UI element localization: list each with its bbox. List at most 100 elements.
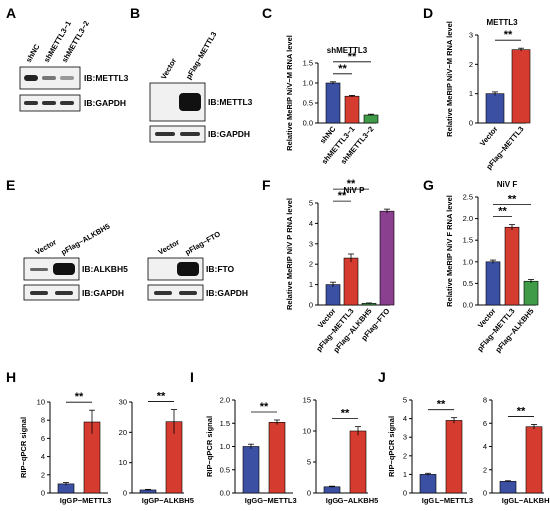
x-tick-label: P−ALKBH5 (154, 496, 194, 505)
significance-label: ** (348, 51, 357, 63)
x-tick-label: P−METTL3 (73, 496, 112, 505)
blot-lane-label: pFlag−ALKBH5 (60, 222, 112, 257)
y-tick-label: 4 (403, 414, 407, 423)
bar (445, 420, 463, 494)
y-tick-label: 1 (403, 470, 407, 479)
blot-lane-label: Vector (157, 237, 181, 256)
panel-label-h: H (6, 369, 16, 385)
bar (523, 280, 539, 306)
blot-lane-label: Vector (159, 57, 178, 81)
blot-band (24, 101, 38, 105)
significance-label: ** (437, 399, 446, 411)
y-tick-label: 30 (119, 398, 127, 407)
blot-lane-label: shNC (24, 42, 42, 64)
x-tick-label: IgG (142, 496, 155, 505)
y-tick-label: 0 (123, 489, 127, 498)
x-tick-label: IgG (502, 496, 515, 505)
chart-i2: 0 5 10 15 IgG G−ALKBH5 ** (303, 396, 379, 506)
y-axis-label: Relative MeRIP NiV F RNA level (445, 195, 454, 307)
bar (525, 426, 543, 494)
significance-label: ** (260, 401, 269, 413)
blot-band (30, 268, 48, 271)
y-tick-label: 2.5 (463, 193, 473, 202)
y-tick-label: 0.0 (463, 301, 473, 310)
blot-band (42, 101, 56, 105)
bar (242, 446, 260, 494)
y-tick-label: 2 (41, 470, 45, 479)
y-tick-label: 20 (119, 428, 127, 437)
bar (504, 226, 520, 306)
bar (511, 49, 531, 124)
panel-label-i: I (190, 369, 194, 385)
blot-band (60, 101, 74, 105)
blot-band (53, 263, 75, 275)
x-tick-label: G−ALKBH5 (338, 496, 379, 505)
bar (379, 210, 395, 306)
panel-label-d: D (423, 5, 433, 21)
y-axis-label: Relative MeRIP NiV−M RNA level (445, 21, 454, 137)
bar (485, 261, 501, 306)
blot-band (55, 291, 73, 295)
bar (268, 422, 286, 494)
chart-title: METTL3 (486, 18, 518, 27)
blot-band (155, 132, 175, 136)
significance-label: ** (338, 63, 347, 75)
y-tick-label: 0.0 (303, 119, 313, 128)
y-tick-label: 0 (483, 489, 487, 498)
bar (323, 486, 341, 494)
blot-band (179, 93, 201, 111)
y-tick-label: 0.5 (303, 99, 313, 108)
y-tick-label: 2.0 (220, 396, 230, 405)
y-tick-label: 2 (309, 260, 313, 269)
panel-label-a: A (6, 5, 16, 21)
chart-j2: 0 2 4 6 8 IgG L−ALKBH5 ** (483, 396, 550, 506)
blot-lane-label: pFlag−FTO (184, 229, 223, 256)
significance-label: ** (517, 405, 526, 417)
y-tick-label: 0.0 (220, 489, 230, 498)
significance-label: ** (338, 190, 347, 202)
y-tick-label: 0.5 (220, 465, 230, 474)
western-blot-b: Vector pFlag−METTL3 IB:METTL3 IB:GAPDH (149, 30, 253, 143)
blot-label: IB:METTL3 (208, 97, 253, 107)
y-tick-label: 4 (41, 452, 45, 461)
bar (499, 481, 517, 494)
y-tick-label: 8 (41, 416, 45, 425)
x-tick-label: IgG (245, 496, 258, 505)
y-tick-label: 15 (303, 396, 311, 405)
y-tick-label: 5 (403, 396, 407, 405)
y-tick-label: 0 (469, 119, 473, 128)
western-blot-e-alkbh5: Vector pFlag−ALKBH5 IB:ALKBH5 IB:GAPDH (23, 222, 128, 301)
y-tick-label: 1.0 (303, 79, 313, 88)
y-tick-label: 3 (469, 31, 473, 40)
y-tick-label: 6 (41, 434, 45, 443)
y-tick-label: 3 (309, 239, 313, 248)
x-tick-label: Vector (478, 124, 500, 147)
chart-f: 0 1 2 3 4 5 Relative MeRIP NiV P RNA level NiV … (285, 178, 395, 354)
y-tick-label: 5 (309, 199, 313, 208)
y-axis-label: RIP−qPCR signal (205, 416, 214, 477)
y-tick-label: 2 (483, 465, 487, 474)
chart-c: 0.0 0.5 1.0 1.5 Relative MeRIP NiV−M RNA lev… (285, 35, 379, 166)
y-axis-label: Relative MeRIP NiV P RNA level (285, 198, 294, 310)
significance-label: ** (508, 194, 517, 206)
significance-label: ** (498, 206, 507, 218)
chart-h1: 0 2 4 6 8 10 RIP−qPCR signal IgG P−METTL3 ** (19, 391, 111, 505)
y-tick-label: 5 (307, 458, 311, 467)
bar (325, 82, 341, 124)
panel-label-e: E (6, 177, 15, 193)
significance-label: ** (504, 29, 513, 41)
chart-g: 0.0 0.5 1.0 1.5 2.0 2.5 Relative MeRIP NiV F R… (445, 180, 539, 354)
blot-label: IB:GAPDH (208, 129, 250, 139)
significance-label: ** (157, 391, 166, 403)
blot-label: IB:FTO (206, 264, 235, 274)
blot-band (180, 132, 200, 136)
panel-label-b: B (130, 5, 140, 21)
chart-title: shMETTL3 (327, 46, 368, 55)
panel-label-c: C (262, 5, 272, 21)
y-tick-label: 10 (303, 427, 311, 436)
y-tick-label: 2.0 (463, 214, 473, 223)
chart-title: NiV P (344, 186, 366, 195)
chart-i1: 0.0 0.5 1.0 1.5 2.0 RIP−qPCR signal IgG G−METTL… (205, 396, 297, 506)
y-tick-label: 4 (309, 219, 313, 228)
x-tick-label: L−ALKBH5 (514, 496, 550, 505)
